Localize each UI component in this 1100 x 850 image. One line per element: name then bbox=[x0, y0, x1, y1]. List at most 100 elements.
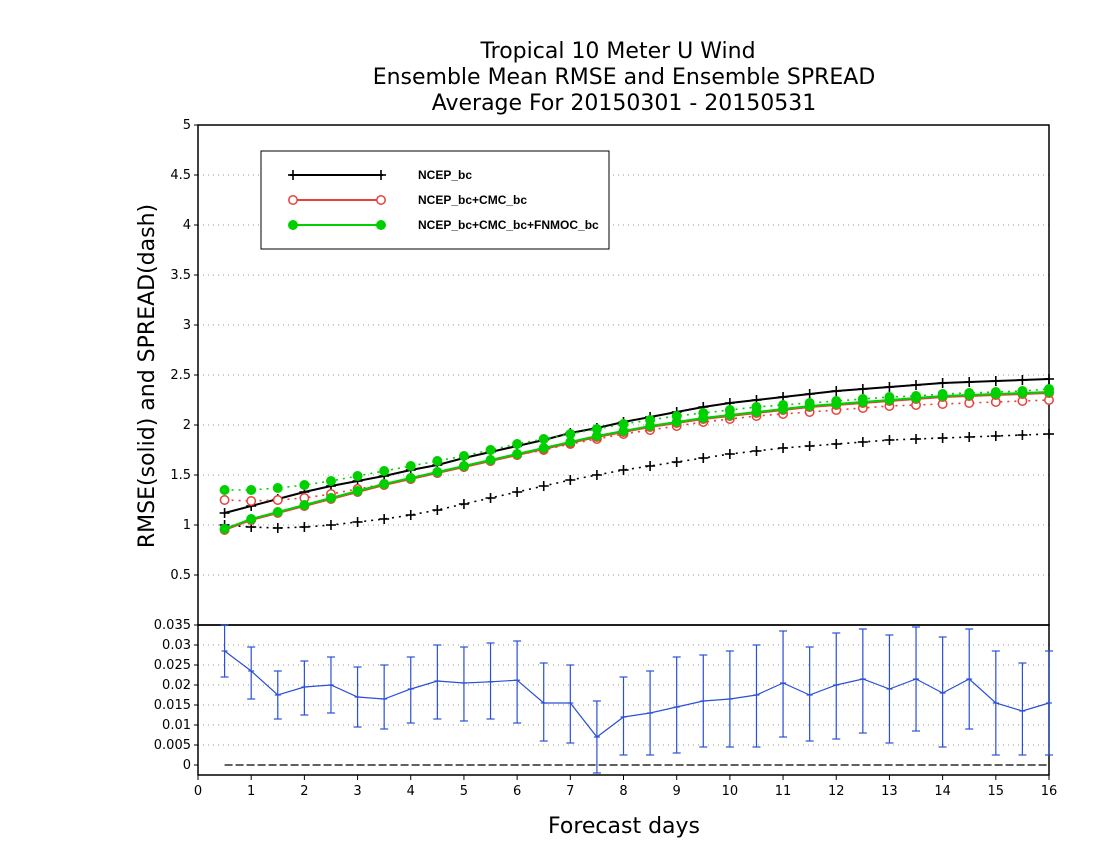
y-tick-label: 2 bbox=[183, 418, 191, 433]
y-tick-label: 0.025 bbox=[154, 658, 191, 673]
data-point bbox=[591, 431, 602, 441]
data-point bbox=[325, 493, 336, 503]
x-tick-label: 6 bbox=[513, 784, 521, 799]
legend-label: NCEP_bc bbox=[418, 168, 472, 182]
data-point bbox=[405, 473, 416, 483]
y-tick-label: 0.5 bbox=[170, 568, 191, 583]
chart-subtitle: Ensemble Mean RMSE and Ensemble SPREAD bbox=[373, 65, 876, 90]
data-point bbox=[376, 220, 386, 230]
data-point bbox=[379, 479, 390, 489]
legend-label: NCEP_bc+CMC_bc+FNMOC_bc bbox=[418, 218, 599, 232]
data-point bbox=[458, 461, 469, 471]
x-tick-label: 11 bbox=[775, 784, 792, 799]
y-tick-label: 0.01 bbox=[162, 718, 191, 733]
x-tick-label: 9 bbox=[673, 784, 681, 799]
data-point bbox=[538, 443, 549, 453]
x-tick-label: 12 bbox=[828, 784, 845, 799]
data-point bbox=[246, 485, 257, 495]
data-point bbox=[219, 524, 230, 534]
data-point bbox=[538, 434, 549, 444]
data-point bbox=[724, 410, 735, 420]
data-point bbox=[299, 500, 310, 510]
x-tick-label: 5 bbox=[460, 784, 468, 799]
difference-series bbox=[220, 624, 1053, 774]
y-tick-label: 0.035 bbox=[154, 618, 191, 633]
data-point bbox=[512, 449, 523, 459]
data-point bbox=[288, 195, 298, 205]
spread-line bbox=[224, 399, 1050, 502]
data-point bbox=[831, 399, 842, 409]
data-point bbox=[1017, 388, 1028, 398]
data-point bbox=[698, 413, 709, 423]
data-point bbox=[618, 426, 629, 436]
data-point bbox=[376, 195, 386, 205]
data-point bbox=[565, 437, 576, 447]
data-point bbox=[288, 220, 298, 230]
x-tick-label: 10 bbox=[722, 784, 739, 799]
y-tick-label: 1.5 bbox=[170, 468, 191, 483]
y-tick-label: 0.02 bbox=[162, 678, 191, 693]
data-point bbox=[325, 476, 336, 486]
y-tick-label: 4.5 bbox=[170, 168, 191, 183]
series-NCEP_bc+CMC_bc+FNMOC_bc bbox=[219, 384, 1054, 534]
y-tick-label: 3.5 bbox=[170, 268, 191, 283]
data-point bbox=[432, 456, 443, 466]
y-tick-label: 2.5 bbox=[170, 368, 191, 383]
x-tick-label: 0 bbox=[194, 784, 202, 799]
x-tick-label: 8 bbox=[619, 784, 627, 799]
chart-title: Tropical 10 Meter U Wind bbox=[479, 39, 755, 64]
x-tick-label: 16 bbox=[1041, 784, 1058, 799]
data-point bbox=[272, 483, 283, 493]
data-point bbox=[352, 471, 363, 481]
data-point bbox=[512, 439, 523, 449]
data-point bbox=[432, 467, 443, 477]
data-point bbox=[458, 451, 469, 461]
y-axis-title: RMSE(solid) and SPREAD(dash) bbox=[135, 204, 160, 548]
data-point bbox=[671, 417, 682, 427]
data-point bbox=[964, 390, 975, 400]
x-tick-label: 4 bbox=[407, 784, 415, 799]
data-point bbox=[405, 461, 416, 471]
rmse-spread-panel: 0.5 1 1.5 2 2.5 3 3.5 4 4.5 5 bbox=[170, 118, 1054, 626]
data-point bbox=[379, 466, 390, 476]
x-axis-title: Forecast days bbox=[548, 814, 700, 839]
chart-subtitle-dates: Average For 20150301 - 20150531 bbox=[432, 91, 817, 116]
data-point bbox=[219, 495, 230, 505]
data-point bbox=[751, 407, 762, 417]
data-point bbox=[299, 480, 310, 490]
data-point bbox=[1044, 387, 1054, 397]
y-tick-label: 0.03 bbox=[162, 638, 191, 653]
series-NCEP_bc+CMC_bc bbox=[219, 388, 1054, 535]
x-tick-label: 2 bbox=[300, 784, 308, 799]
data-point bbox=[990, 389, 1001, 399]
data-point bbox=[857, 397, 868, 407]
legend-label: NCEP_bc+CMC_bc bbox=[418, 193, 527, 207]
data-point bbox=[804, 401, 815, 411]
x-tick-label: 7 bbox=[566, 784, 574, 799]
y-tick-label: 0.015 bbox=[154, 698, 191, 713]
x-tick-label: 1 bbox=[247, 784, 255, 799]
y-tick-label: 0 bbox=[183, 758, 191, 773]
data-point bbox=[272, 495, 283, 505]
data-point bbox=[272, 507, 283, 517]
x-tick-label: 14 bbox=[934, 784, 951, 799]
data-point bbox=[485, 455, 496, 465]
y-tick-label: 5 bbox=[183, 118, 191, 133]
y-tick-label: 1 bbox=[183, 518, 191, 533]
y-tick-label: 3 bbox=[183, 318, 191, 333]
data-point bbox=[778, 404, 789, 414]
data-point bbox=[884, 395, 895, 405]
x-tick-label: 13 bbox=[881, 784, 898, 799]
y-tick-label: 4 bbox=[183, 218, 191, 233]
data-point bbox=[246, 496, 257, 506]
data-point bbox=[645, 421, 656, 431]
x-tick-label: 3 bbox=[353, 784, 361, 799]
series-NCEP_bc bbox=[219, 374, 1054, 533]
data-point bbox=[937, 391, 948, 401]
legend: NCEP_bc NCEP_bc+CMC_bc NCEP_bc+CMC_bc+FNMO… bbox=[260, 150, 610, 250]
data-point bbox=[246, 514, 257, 524]
y-tick-label: 0.005 bbox=[154, 738, 191, 753]
data-point bbox=[485, 445, 496, 455]
